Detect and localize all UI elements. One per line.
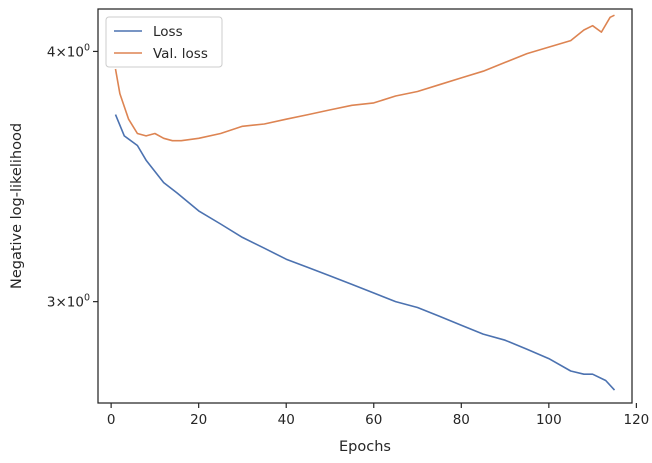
series-layer — [114, 14, 616, 391]
legend-label-1: Val. loss — [153, 46, 208, 62]
x-tick-label: 60 — [365, 412, 382, 428]
x-tick-label: 20 — [190, 412, 207, 428]
legend-label-0: Loss — [153, 24, 183, 40]
series-line-1 — [114, 14, 615, 142]
x-tick-label: 0 — [107, 412, 116, 428]
plot-frame — [97, 8, 633, 404]
plot-area — [98, 9, 632, 403]
x-tick-label: 120 — [623, 412, 649, 428]
x-axis-label: Epochs — [339, 439, 391, 455]
y-axis: 3×100 4×100 — [47, 42, 98, 311]
y-tick-label: 3×100 — [47, 293, 90, 311]
legend: Loss Val. loss — [105, 16, 223, 68]
x-axis: 0 20 40 60 80 100 120 — [107, 403, 649, 428]
x-tick-label: 80 — [453, 412, 470, 428]
x-tick-label: 40 — [278, 412, 295, 428]
legend-box — [105, 16, 223, 68]
y-axis-label: Negative log-likelihood — [9, 123, 25, 289]
y-tick-label: 4×100 — [47, 42, 90, 60]
series-line-0 — [114, 114, 616, 391]
x-tick-label: 100 — [536, 412, 562, 428]
